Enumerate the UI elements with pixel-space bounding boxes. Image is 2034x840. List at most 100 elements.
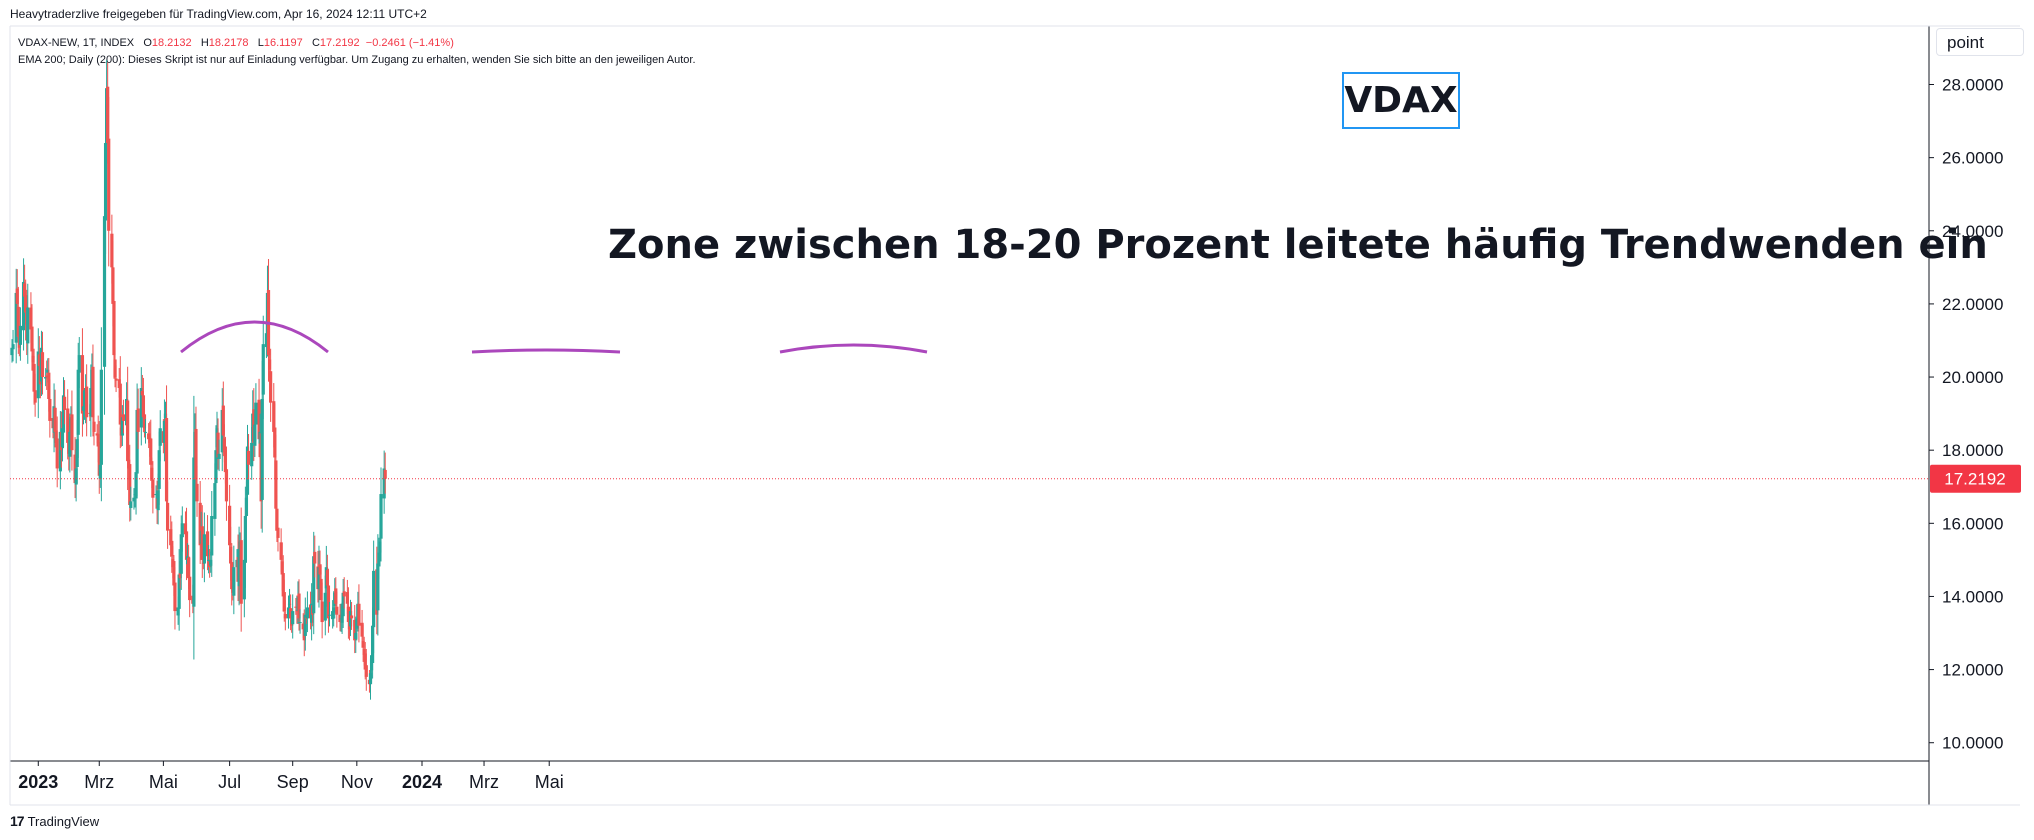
candle-body <box>128 464 132 506</box>
candle-body <box>98 464 102 479</box>
candle-body <box>239 540 243 604</box>
resistance-arc[interactable] <box>471 348 621 354</box>
candle-body <box>378 541 382 553</box>
candle-body <box>85 386 89 418</box>
y-tick-label: 10.0000 <box>1942 734 2003 753</box>
candle-body <box>184 531 189 560</box>
price-scale-mode-button[interactable]: point <box>1936 28 2024 56</box>
legend-ohlc-row: VDAX-NEW, 1T, INDEX O18.2132 H18.2178 L1… <box>18 35 696 52</box>
candle-body <box>283 614 287 619</box>
candle-body <box>274 460 278 509</box>
candle-body <box>30 326 34 352</box>
resistance-arc[interactable] <box>180 320 329 354</box>
x-tick-label: Nov <box>341 772 373 792</box>
y-tick-label: 18.0000 <box>1942 441 2003 460</box>
zone-annotation-text[interactable]: Zone zwischen 18-20 Prozent leitete häuf… <box>608 222 1988 268</box>
candle-body <box>77 355 81 373</box>
y-tick-label: 26.0000 <box>1942 149 2003 168</box>
candle-body <box>210 516 214 556</box>
candle-body <box>18 325 23 345</box>
candle-body <box>370 625 375 663</box>
candle-body <box>272 401 276 432</box>
candle-body <box>195 483 199 502</box>
share-caption: Heavytraderzlive freigegeben für Trading… <box>10 7 427 21</box>
candle-body <box>23 283 27 297</box>
legend-indicator[interactable]: EMA 200; Daily (200): Dieses Skript ist … <box>18 54 696 66</box>
candle-body <box>40 352 45 378</box>
candle-body <box>224 469 229 502</box>
candle-body <box>244 497 249 516</box>
legend-symbol[interactable]: VDAX-NEW, 1T, INDEX <box>18 37 135 49</box>
title-annotation-box[interactable]: VDAX <box>1342 72 1460 129</box>
candle-body <box>139 388 143 428</box>
candle-body <box>213 483 217 519</box>
candle-body <box>55 438 59 469</box>
candle-body <box>254 402 258 425</box>
candle-body <box>141 395 146 418</box>
x-tick-label: Mai <box>149 772 178 792</box>
candle-body <box>282 592 286 612</box>
candle-body <box>120 417 124 436</box>
candle-body <box>297 593 301 619</box>
candle-body <box>11 344 15 350</box>
candle-body <box>335 606 339 615</box>
candle-body <box>129 501 133 508</box>
candle-body <box>276 527 280 538</box>
candle-body <box>33 390 37 403</box>
candle-body <box>102 216 107 367</box>
candle-body <box>70 414 74 451</box>
candle-body <box>111 267 115 304</box>
candle-body <box>158 428 162 446</box>
candle-body <box>157 450 161 489</box>
candle-body <box>342 591 346 597</box>
resistance-arc[interactable] <box>779 343 928 354</box>
legend-low-label: L <box>257 37 264 49</box>
candle-body <box>383 469 387 479</box>
legend-change: −0.2461 (−1.41%) <box>365 37 454 49</box>
candle-body <box>243 516 247 563</box>
y-tick-label: 20.0000 <box>1942 368 2003 387</box>
candle-body <box>346 606 351 623</box>
candle-body <box>250 442 254 467</box>
candle-body <box>178 573 182 579</box>
candle-body <box>147 433 151 440</box>
candle-body <box>205 531 210 557</box>
candle-body <box>303 614 307 636</box>
candle-body <box>26 307 30 344</box>
candle-body <box>118 383 122 425</box>
candle-body <box>376 563 380 611</box>
candle-body <box>164 418 169 502</box>
candle-body <box>29 307 33 330</box>
candle-body <box>264 333 269 348</box>
candle-body <box>275 508 279 531</box>
candle-body <box>273 427 277 458</box>
candle-body <box>287 603 292 605</box>
x-tick-label: Sep <box>277 772 309 792</box>
candle-body <box>341 592 345 617</box>
candle-body <box>313 551 317 564</box>
x-tick-label: 2024 <box>402 772 442 792</box>
candle-body <box>24 295 28 312</box>
candle-body <box>237 548 241 587</box>
tradingview-logo[interactable]: 17 TradingView <box>10 813 99 829</box>
candle-body <box>154 494 158 496</box>
candle-body <box>340 614 344 623</box>
candle-body <box>246 450 251 465</box>
candle-body <box>21 281 26 331</box>
candle-body <box>294 606 298 608</box>
candle-body <box>216 432 220 458</box>
candle-body <box>134 472 138 499</box>
chart-legend: VDAX-NEW, 1T, INDEX O18.2132 H18.2178 L1… <box>18 35 696 69</box>
candle-body <box>113 359 117 378</box>
candle-body <box>298 622 302 624</box>
candle-body <box>107 138 111 231</box>
candle-body <box>47 372 51 399</box>
candle-body <box>192 457 196 607</box>
candle-body <box>179 534 183 574</box>
candle-body <box>318 564 322 575</box>
candle-body <box>372 570 376 628</box>
candle-body <box>171 559 175 568</box>
candle-body <box>319 578 323 601</box>
candle-body <box>106 86 110 144</box>
